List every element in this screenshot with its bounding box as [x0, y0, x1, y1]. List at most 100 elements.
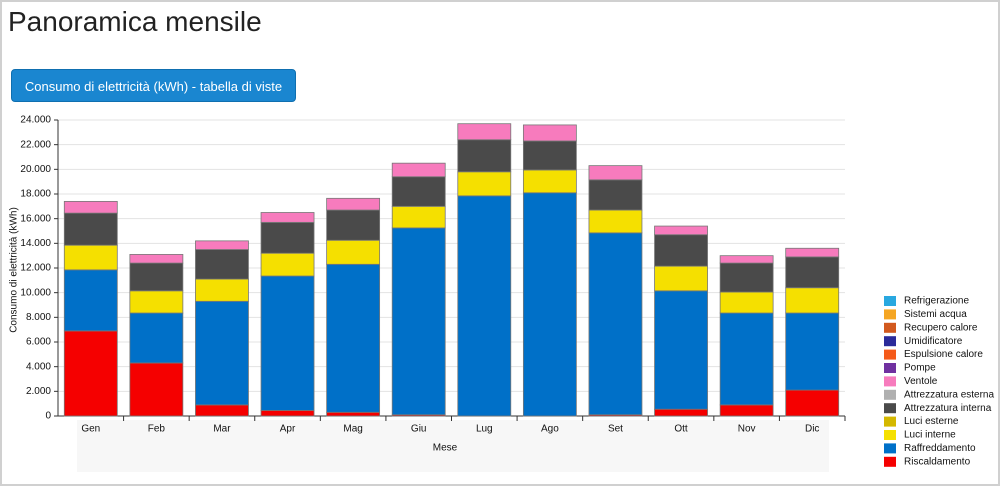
- legend-swatch: [884, 309, 896, 320]
- legend-swatch: [884, 322, 896, 333]
- y-tick-label: 18.000: [20, 189, 51, 200]
- legend-label: Ventole: [904, 376, 938, 387]
- bar-segment: [719, 291, 774, 314]
- bar-segment: [588, 179, 643, 211]
- bar-segment: [522, 192, 577, 417]
- y-tick-label: 22.000: [20, 139, 51, 150]
- y-tick-label: 6.000: [26, 337, 51, 348]
- bar-segment: [588, 232, 643, 416]
- bar-segment: [63, 269, 118, 332]
- bar-segment: [63, 212, 118, 246]
- bar-segment: [654, 225, 708, 236]
- legend-label: Luci esterne: [904, 416, 959, 427]
- legend-label: Attrezzatura interna: [904, 403, 992, 414]
- legend-label: Recupero calore: [904, 322, 978, 333]
- x-tick-label: Dic: [805, 424, 819, 435]
- bar-segment: [260, 221, 315, 254]
- bar-segment: [457, 171, 512, 197]
- bar-segment: [260, 410, 315, 417]
- bar-segment: [326, 197, 381, 211]
- bar-segment: [129, 362, 184, 417]
- bar-segment: [260, 212, 315, 223]
- legend-label: Riscaldamento: [904, 456, 971, 467]
- bar-segment: [654, 290, 708, 410]
- bar-segment: [129, 262, 184, 292]
- bar-segment: [195, 240, 249, 250]
- y-tick-label: 10.000: [20, 287, 51, 298]
- legend-label: Attrezzatura esterna: [904, 389, 994, 400]
- legend-swatch: [884, 430, 896, 440]
- bar-segment: [654, 265, 708, 292]
- legend-swatch: [884, 349, 896, 360]
- y-tick-label: 0: [45, 411, 51, 422]
- bar-segment: [522, 124, 577, 142]
- y-tick-label: 16.000: [20, 213, 51, 224]
- x-tick-label: Giu: [411, 424, 427, 435]
- legend-label: Espulsione calore: [904, 349, 983, 360]
- bar-segment: [391, 227, 446, 416]
- legend-label: Refrigerazione: [904, 296, 969, 307]
- bar-segment: [522, 169, 577, 194]
- legend-label: Umidificatore: [904, 336, 963, 347]
- y-axis-label: Consumo di elettricità (kWh): [9, 207, 20, 333]
- x-tick-label: Set: [608, 424, 623, 435]
- x-tick-label: Mag: [343, 424, 362, 435]
- bar-segment: [391, 176, 446, 207]
- bar-segment: [719, 255, 774, 264]
- y-tick-label: 14.000: [20, 238, 51, 249]
- x-tick-label: Nov: [738, 424, 756, 435]
- x-tick-label: Ott: [674, 424, 688, 435]
- bar-segment: [195, 300, 249, 406]
- x-tick-label: Lug: [476, 424, 493, 435]
- bar-segment: [391, 205, 446, 229]
- bar-segment: [785, 312, 840, 391]
- bar-segment: [260, 275, 315, 411]
- bar-segment: [129, 312, 184, 364]
- bar-segment: [195, 278, 249, 302]
- y-tick-label: 4.000: [26, 361, 51, 372]
- bar-segment: [129, 254, 184, 264]
- bar-segment: [195, 404, 249, 417]
- bar-segment: [785, 389, 840, 417]
- bar-segment: [129, 290, 184, 314]
- legend-label: Sistemi acqua: [904, 309, 967, 320]
- bar-segment: [391, 162, 446, 178]
- bar-segment: [63, 200, 118, 214]
- x-tick-label: Gen: [81, 424, 100, 435]
- bar-segment: [457, 123, 512, 141]
- bar-segment: [63, 330, 118, 417]
- y-tick-label: 12.000: [20, 263, 51, 274]
- bar-segment: [785, 247, 840, 258]
- bar-segment: [719, 262, 774, 293]
- page-title: Panoramica mensile: [8, 6, 262, 37]
- y-tick-label: 8.000: [26, 312, 51, 323]
- bar-segment: [719, 404, 774, 417]
- y-tick-label: 2.000: [26, 386, 51, 397]
- bar-segment: [588, 165, 643, 181]
- legend-swatch: [884, 456, 896, 467]
- bar-segment: [195, 249, 249, 280]
- bar-segment: [260, 252, 315, 277]
- legend-label: Pompe: [904, 363, 936, 374]
- x-axis-label: Mese: [433, 443, 458, 454]
- bar-segment: [457, 195, 512, 417]
- legend-swatch: [884, 416, 896, 427]
- y-tick-label: 20.000: [20, 164, 51, 175]
- bar-segment: [588, 209, 643, 234]
- x-tick-label: Apr: [280, 424, 296, 435]
- legend-label: Luci interne: [904, 430, 956, 441]
- bar-segment: [326, 263, 381, 413]
- bar-segment: [522, 140, 577, 171]
- legend-swatch: [884, 389, 896, 400]
- bar-segment: [326, 239, 381, 265]
- bar-segment: [719, 312, 774, 406]
- x-tick-label: Feb: [148, 424, 166, 435]
- legend-swatch: [884, 296, 896, 306]
- bar-segment: [326, 411, 381, 417]
- legend-swatch: [884, 403, 896, 414]
- bar-segment: [326, 209, 381, 241]
- x-axis-band: [77, 420, 829, 472]
- view-table-button[interactable]: Consumo di elettricità (kWh) - tabella d…: [11, 69, 296, 102]
- bar-segment: [785, 256, 840, 289]
